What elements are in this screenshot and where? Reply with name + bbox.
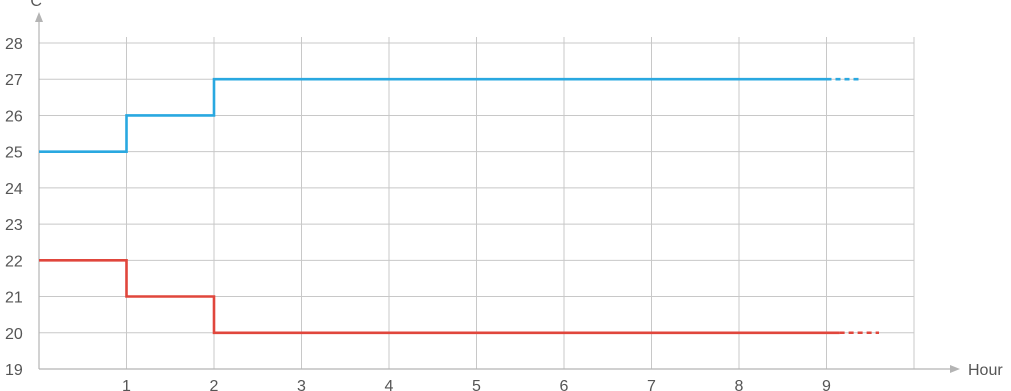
- series-line-1: [39, 77, 827, 153]
- y-tick-label: 23: [5, 217, 23, 234]
- series-line-2: [39, 258, 840, 335]
- x-tick-label: 8: [735, 378, 744, 391]
- y-tick-label: 28: [5, 36, 23, 53]
- y-tick-label: 24: [5, 181, 23, 198]
- y-tick-label: 26: [5, 108, 23, 125]
- x-tick-label: 9: [822, 378, 831, 391]
- x-tick-label: 5: [472, 378, 481, 391]
- y-axis-arrow-icon: [35, 12, 43, 22]
- y-axis-label: °C: [24, 0, 42, 10]
- axes: [35, 12, 960, 373]
- x-tick-label: 3: [297, 378, 306, 391]
- y-tick-label: 22: [5, 253, 23, 270]
- y-tick-label: 27: [5, 72, 23, 89]
- y-tick-label: 21: [5, 290, 23, 307]
- x-tick-label: 6: [560, 378, 569, 391]
- y-tick-label: 25: [5, 145, 23, 162]
- grid-lines: [39, 37, 915, 369]
- x-axis-label: Hour: [968, 362, 1003, 379]
- series-lines: [39, 77, 879, 335]
- x-axis-arrow-icon: [950, 364, 960, 373]
- x-tick-label: 4: [385, 378, 394, 391]
- x-tick-label: 1: [122, 378, 131, 391]
- y-tick-label: 19: [5, 362, 23, 379]
- x-tick-label: 7: [647, 378, 656, 391]
- y-tick-label: 20: [5, 326, 23, 343]
- x-tick-label: 2: [210, 378, 219, 391]
